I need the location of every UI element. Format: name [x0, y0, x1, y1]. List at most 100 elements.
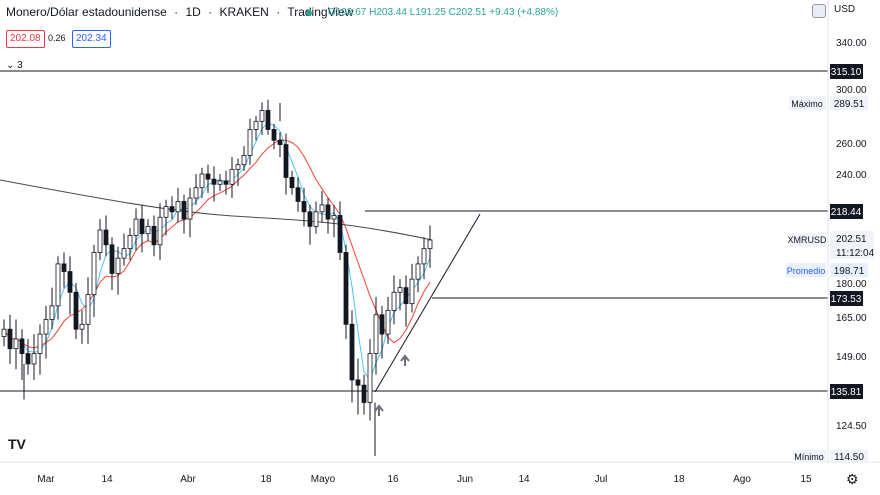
candle-body: [217, 180, 223, 185]
svg-text:218.44: 218.44: [831, 207, 862, 218]
candle-body: [391, 291, 397, 311]
tradingview-logo-icon[interactable]: TV: [8, 436, 26, 452]
ma-long-line: [0, 179, 433, 241]
candle-body: [199, 173, 205, 189]
time-tick: Ago: [733, 474, 751, 485]
interval-label[interactable]: 1D: [185, 5, 201, 19]
price-tick: 165.00: [836, 313, 867, 324]
candle-body: [301, 201, 307, 213]
chevron-down-icon: ⌄: [6, 60, 15, 71]
candle-body: [355, 379, 361, 386]
candle-body: [193, 187, 199, 199]
candlesticks: [1, 99, 433, 456]
candle-body: [49, 305, 55, 320]
price-tick: 240.00: [836, 170, 867, 181]
promedio-label: Promedio 198.71: [786, 263, 868, 277]
candle-body: [91, 252, 97, 295]
candle-body: [235, 164, 241, 170]
sell-price-button[interactable]: 202.08: [6, 30, 45, 48]
svg-text:202.51: 202.51: [836, 234, 867, 245]
svg-text:289.51: 289.51: [834, 99, 865, 110]
ohlc-values: O192.67 H203.44 L191.25 C202.51 +9.43 (+…: [328, 7, 559, 18]
time-tick: 14: [518, 474, 530, 485]
candle-body: [229, 168, 235, 185]
svg-text:198.71: 198.71: [834, 266, 865, 277]
currency-label[interactable]: USD: [834, 4, 856, 15]
time-tick: Jun: [457, 474, 473, 485]
symbol-header[interactable]: Monero/Dólar estadounidense · 1D · KRAKE…: [6, 5, 354, 19]
arrow-up-icon: [400, 354, 410, 366]
arrow-up-icon: [374, 404, 384, 416]
level-173-label: 173.53: [830, 291, 863, 306]
candle-body: [7, 328, 13, 350]
time-tick: 14: [101, 474, 113, 485]
candle-body: [415, 263, 421, 280]
time-tick: Jul: [595, 474, 608, 485]
candle-body: [175, 201, 181, 213]
candle-body: [115, 257, 121, 274]
candle-body: [109, 244, 115, 274]
gear-icon[interactable]: ⚙: [846, 471, 859, 487]
candle-body: [277, 139, 283, 145]
candle-body: [205, 173, 211, 180]
candle-body: [157, 216, 163, 246]
level-135-label: 135.81: [830, 384, 863, 399]
candle-body: [373, 314, 379, 354]
source-label: TradingView: [287, 5, 354, 19]
candle-body: [247, 129, 253, 156]
level-315-label: 315.10: [830, 64, 863, 79]
candle-body: [409, 278, 415, 305]
market-status-icon: [306, 10, 312, 16]
exchange-label: KRAKEN: [219, 5, 269, 19]
candle-body: [37, 333, 43, 354]
price-tick: 124.50: [836, 421, 867, 432]
candle-body: [325, 204, 331, 220]
price-tick: 340.00: [836, 38, 867, 49]
price-tick: 300.00: [836, 85, 867, 96]
price-tick: 180.00: [836, 279, 867, 290]
candle-body: [337, 215, 343, 253]
candle-body: [403, 287, 409, 305]
candle-body: [133, 218, 139, 236]
candle-body: [427, 239, 433, 250]
candle-body: [307, 211, 313, 227]
candle-body: [145, 225, 151, 235]
indicators-collapse-button[interactable]: ⌄ 3: [6, 60, 23, 71]
time-tick: Mayo: [311, 474, 336, 485]
candle-body: [43, 319, 49, 335]
candle-body: [19, 338, 25, 354]
candle-body: [349, 323, 355, 381]
svg-text:173.53: 173.53: [831, 294, 862, 305]
candle-body: [31, 353, 37, 365]
svg-text:11:12:04: 11:12:04: [836, 248, 875, 259]
candle-body: [55, 263, 61, 307]
candle-body: [223, 180, 229, 185]
svg-text:315.10: 315.10: [831, 67, 862, 78]
candle-body: [73, 291, 79, 330]
svg-text:Máximo: Máximo: [791, 99, 823, 109]
candle-body: [343, 252, 349, 325]
time-tick: 15: [800, 474, 812, 485]
layout-icon[interactable]: [812, 4, 826, 18]
candle-body: [151, 225, 157, 246]
candle-body: [385, 309, 391, 335]
candle-body: [85, 294, 91, 325]
candle-body: [169, 206, 175, 213]
candle-body: [187, 197, 193, 220]
time-axis[interactable]: Mar 14 Abr 18 Mayo 16 Jun 14 Jul 18 Ago 15: [37, 474, 812, 485]
svg-text:135.81: 135.81: [831, 387, 862, 398]
spread-value: 0.26: [48, 33, 66, 43]
candle-body: [121, 248, 127, 259]
candle-body: [289, 177, 295, 189]
candle-body: [61, 263, 67, 272]
candle-body: [313, 211, 319, 227]
candle-body: [421, 248, 427, 265]
symbol-title[interactable]: Monero/Dólar estadounidense: [6, 5, 167, 19]
candle-body: [1, 328, 7, 337]
buy-price-button[interactable]: 202.34: [72, 30, 111, 48]
candle-body: [97, 229, 103, 253]
candle-body: [379, 314, 385, 335]
symbol-price-label: XMRUSD 202.51 11:12:04: [787, 231, 875, 259]
candle-body: [139, 218, 145, 235]
